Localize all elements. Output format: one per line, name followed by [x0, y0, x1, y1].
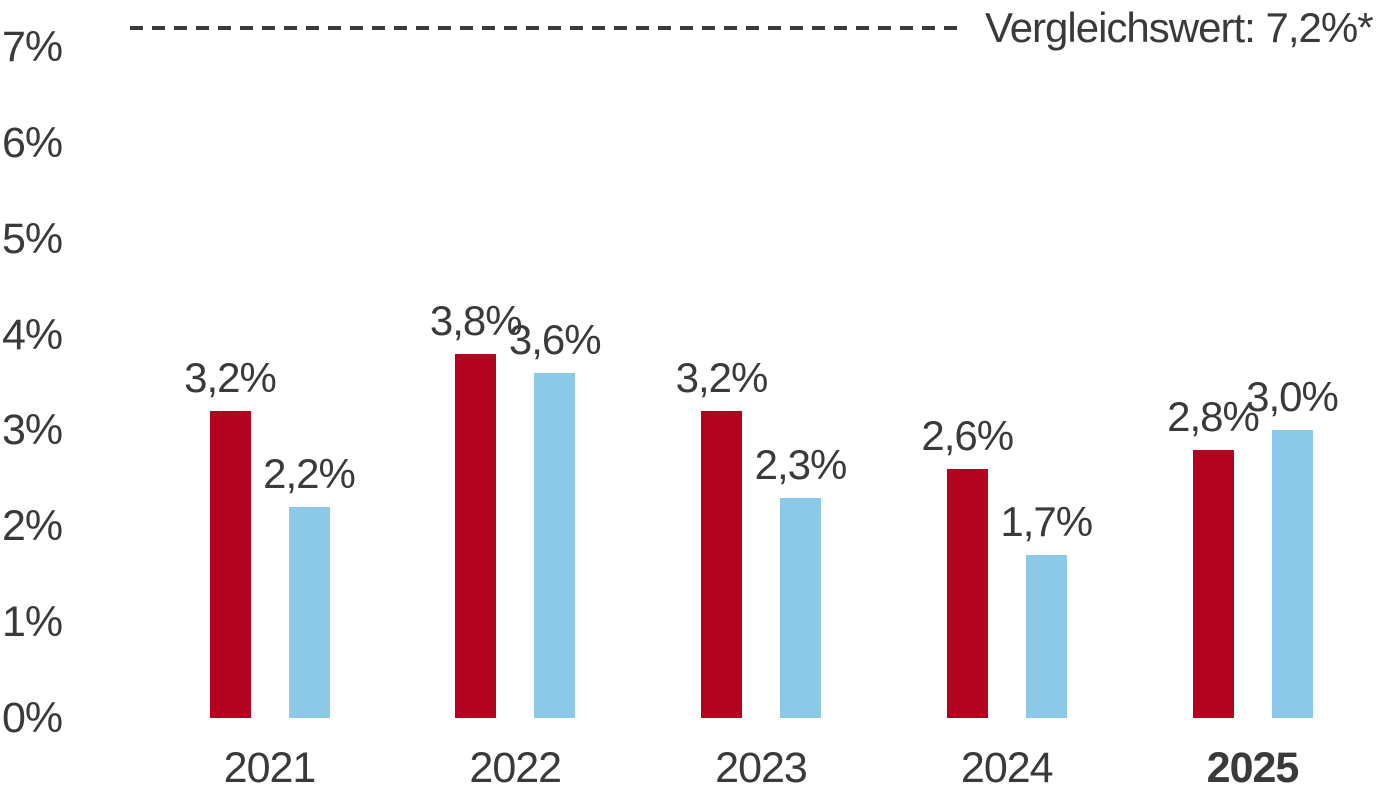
value-label-2023-red: 3,2% [675, 354, 769, 402]
value-label-2024-red: 2,6% [921, 411, 1014, 459]
bar-2025-blue [1271, 430, 1313, 718]
value-label-2021-blue: 2,2% [263, 450, 356, 498]
x-label-2025: 2025 [1206, 744, 1300, 792]
value-label-2022-red: 3,8% [429, 296, 523, 344]
y-tick-label: 6% [2, 118, 63, 167]
bar-2023-red [701, 411, 742, 718]
value-label-2023-blue: 2,3% [754, 440, 848, 488]
reference-line-label: Vergleichswert: 7,2%* [985, 3, 1374, 51]
y-tick-label: 4% [2, 310, 63, 359]
bar-2024-red [946, 468, 988, 718]
value-label-2025-blue: 3,0% [1246, 373, 1339, 421]
bar-2024-blue [1025, 555, 1067, 718]
x-label-2021: 2021 [223, 744, 317, 792]
bar-2022-blue [534, 372, 576, 718]
value-label-2024-blue: 1,7% [1000, 498, 1093, 546]
y-tick-label: 7% [2, 22, 63, 71]
y-tick-label: 1% [2, 598, 63, 647]
y-tick-label: 5% [2, 214, 63, 263]
bar-2021-red [209, 411, 251, 718]
reference-line [130, 25, 965, 30]
y-tick-label: 0% [2, 694, 63, 742]
value-label-2021-red: 3,2% [184, 354, 277, 402]
x-label-2023: 2023 [715, 744, 808, 792]
y-tick-label: 2% [2, 502, 63, 551]
bar-2022-red [455, 353, 497, 718]
x-label-2024: 2024 [960, 744, 1054, 792]
bar-2025-red [1192, 449, 1234, 718]
bar-2021-blue [288, 507, 330, 718]
value-label-2025-red: 2,8% [1167, 392, 1260, 440]
y-tick-label: 3% [2, 406, 63, 455]
bar-2023-blue [780, 497, 821, 718]
value-label-2022-blue: 3,6% [508, 315, 602, 363]
x-label-2022: 2022 [469, 744, 562, 792]
